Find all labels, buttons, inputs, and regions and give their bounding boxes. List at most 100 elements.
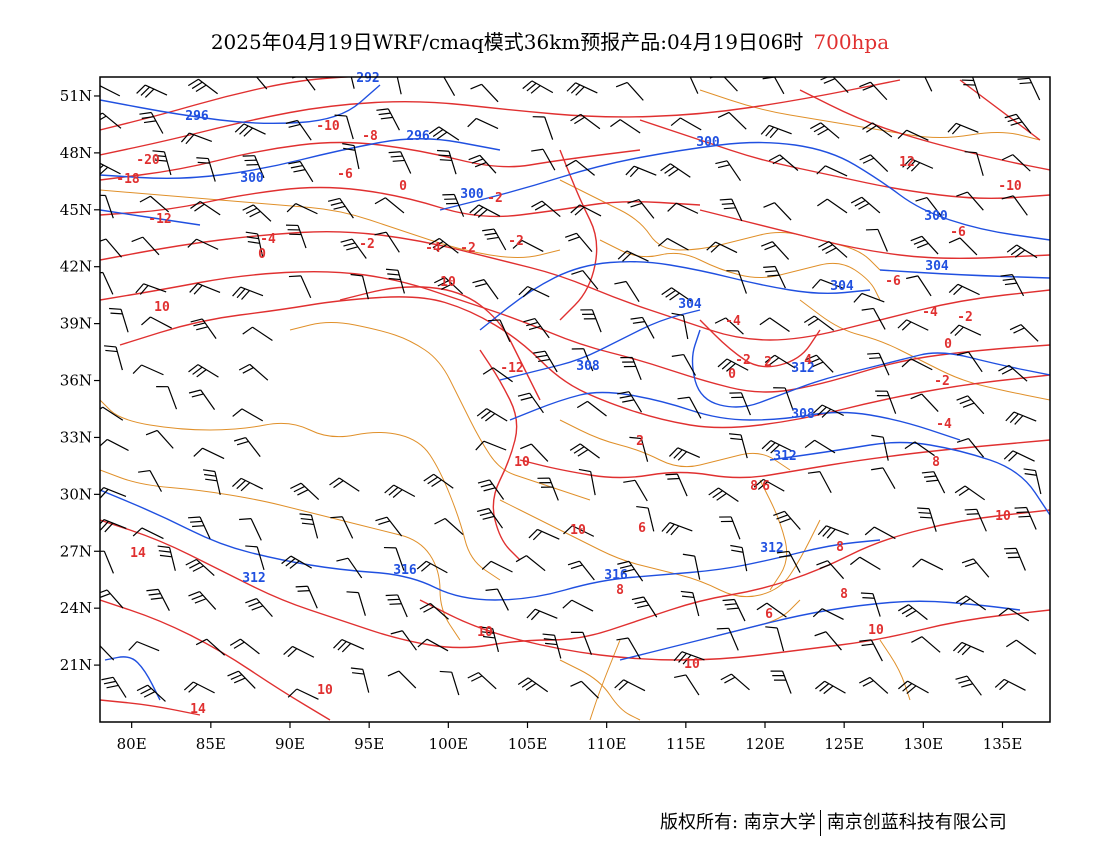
temperature-isotherm [699, 319, 821, 368]
height-isohypse [879, 269, 1050, 279]
wind-barb [714, 317, 744, 335]
height-label: 300 [460, 187, 484, 202]
wind-barb [100, 518, 127, 533]
wind-barb [673, 651, 705, 665]
height-label: 312 [773, 449, 796, 464]
wind-barb [810, 122, 840, 139]
wind-barb [917, 507, 937, 532]
wind-barb [135, 283, 167, 295]
wind-barb [811, 278, 843, 289]
wind-barb [487, 319, 511, 343]
copyright-right: 南京创蓝科技有限公司 [826, 812, 1007, 833]
wind-barb [773, 387, 794, 411]
height-label: 300 [696, 135, 720, 150]
wind-barb [956, 395, 985, 415]
lon-label: 115E [666, 735, 706, 753]
wind-barb [677, 396, 702, 419]
wind-barb [531, 200, 561, 217]
wind-barb [955, 675, 982, 696]
wind-barb [674, 674, 700, 696]
temperature-isotherm [100, 599, 331, 721]
temperature-label: 0 [258, 247, 266, 262]
temperature-label: 6 [762, 479, 770, 494]
lat-label: 24N [60, 599, 92, 617]
temperature-label: -4 [936, 417, 952, 432]
height-label: 292 [356, 71, 379, 86]
wind-barb [475, 440, 507, 451]
temperature-isotherm [699, 209, 1050, 260]
wind-barb [730, 544, 748, 572]
wind-barb [522, 80, 554, 94]
wind-barb [384, 484, 416, 498]
wind-barb [100, 645, 115, 661]
wind-barb [708, 487, 739, 502]
wind-barb [952, 641, 985, 656]
wind-barb [817, 525, 849, 539]
temperature-label: 8 [616, 583, 624, 598]
wind-barb [439, 670, 460, 696]
wind-barb [242, 326, 273, 342]
wind-barb [136, 684, 166, 702]
wind-barb [295, 585, 318, 609]
wind-barb [542, 633, 562, 659]
wind-barb [416, 560, 448, 574]
temperature-label: -12 [500, 361, 523, 376]
wind-barb [388, 151, 412, 174]
wind-barb [761, 241, 790, 260]
wind-barb [515, 555, 546, 572]
wind-barb [904, 441, 935, 457]
wind-barb [132, 527, 164, 540]
wind-barb [570, 680, 599, 699]
temperature-label: -20 [136, 153, 160, 168]
wind-barb [722, 598, 746, 622]
wind-barb [729, 433, 748, 459]
height-label: 300 [240, 171, 264, 186]
wind-barb [245, 598, 273, 618]
chart-title: 2025年04月19日WRF/cmaq模式36km预报产品:04月19日06时 7… [0, 26, 1100, 55]
temperature-isotherm [419, 599, 1050, 661]
wind-barb [523, 317, 550, 339]
wind-barb [423, 473, 454, 489]
wind-barb [346, 591, 366, 616]
temperature-labels: -20-18-12-10-8-6-4 -2-200 -4 -2 -2-12 0-2-42-… [116, 119, 1022, 717]
height-isohypse [104, 656, 161, 701]
temperature-isotherm [100, 270, 1050, 393]
wind-barb [1004, 547, 1026, 571]
wind-barb [964, 508, 987, 532]
wind-barb [104, 345, 123, 371]
wind-barb [157, 545, 176, 571]
wind-barb [1014, 506, 1037, 530]
wind-barb [283, 645, 315, 658]
wind-barb [765, 626, 785, 652]
wind-barb [238, 363, 269, 381]
height-isohypse [100, 138, 501, 180]
wind-barb [100, 486, 127, 499]
wind-barb [756, 602, 787, 618]
wind-barb [948, 237, 978, 256]
temperature-label: 10 [570, 523, 586, 538]
wind-barb [180, 132, 213, 145]
wind-barb [288, 275, 312, 299]
boundary-line [879, 639, 911, 701]
height-labels: 292 296 296 300 300 300 300 304 304 304 308 308 312 3… [185, 71, 949, 586]
temperature-label: 0 [728, 367, 736, 382]
wind-barb [187, 238, 219, 250]
temperature-label: 8 [932, 455, 940, 470]
wind-barb [610, 119, 641, 134]
wind-barb [387, 670, 417, 689]
temperature-label: 0 [399, 179, 407, 194]
lon-label: 80E [117, 735, 147, 753]
wind-barb [100, 550, 115, 574]
temperature-label: 8 [840, 587, 848, 602]
wind-barb [911, 636, 941, 653]
wind-barb [898, 680, 929, 695]
wind-barb [871, 467, 896, 489]
temperature-isotherm [519, 439, 1050, 479]
wind-barb [485, 588, 509, 611]
wind-barb [1006, 639, 1037, 655]
wind-barb [229, 638, 260, 655]
lon-label: 85E [196, 735, 226, 753]
wind-barb [859, 81, 888, 101]
wind-barb [139, 111, 164, 134]
temperature-label: 10 [317, 683, 333, 698]
